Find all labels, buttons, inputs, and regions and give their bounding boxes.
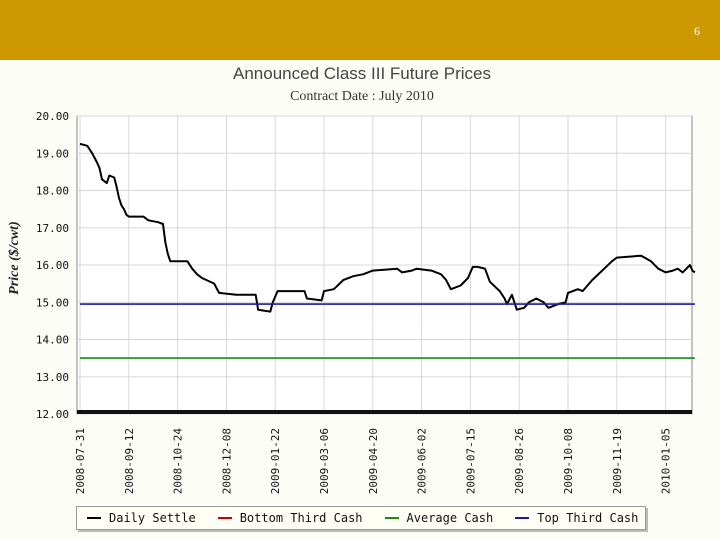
- chart-subtitle: Contract Date : July 2010: [290, 89, 434, 104]
- y-axis-label: Price ($/cwt): [7, 221, 22, 294]
- legend-label: Bottom Third Cash: [239, 511, 363, 525]
- x-axis-baseline: [77, 410, 692, 414]
- x-tick-label: 2009-07-15: [464, 428, 477, 494]
- title-bar: 6: [0, 0, 720, 60]
- y-tick-label: 14.00: [36, 334, 69, 347]
- x-tick-label: 2009-10-08: [562, 428, 575, 494]
- y-tick-label: 13.00: [36, 371, 69, 384]
- legend-item: Bottom Third Cash: [217, 511, 363, 525]
- legend-item: Daily Settle: [87, 511, 196, 525]
- x-tick-label: 2010-01-05: [660, 428, 673, 494]
- x-tick-label: 2009-11-19: [611, 428, 624, 494]
- x-tick-label: 2009-08-26: [513, 428, 526, 494]
- chart-legend: Daily Settle Bottom Third Cash Average Cas…: [76, 506, 646, 530]
- x-tick-label: 2008-10-24: [172, 428, 185, 495]
- legend-label: Daily Settle: [109, 511, 196, 525]
- y-tick-label: 15.00: [36, 296, 69, 309]
- legend-swatch: [217, 517, 232, 519]
- slide-number: 6: [694, 24, 700, 38]
- legend-label: Top Third Cash: [537, 511, 639, 525]
- x-tick-label: 2009-03-06: [318, 428, 331, 494]
- legend-label: Average Cash: [406, 511, 494, 525]
- x-tick-label: 2009-04-20: [367, 428, 380, 494]
- x-tick-label: 2008-07-31: [74, 428, 87, 494]
- legend-swatch: [87, 517, 101, 519]
- x-tick-label: 2009-01-22: [269, 428, 282, 494]
- chart-title: Announced Class III Future Prices: [233, 64, 491, 83]
- legend-item: Average Cash: [384, 511, 494, 525]
- x-tick-label: 2008-09-12: [123, 428, 136, 494]
- y-tick-label: 20.00: [36, 110, 69, 123]
- legend-swatch: [515, 517, 530, 519]
- y-tick-label: 17.00: [36, 222, 69, 235]
- y-tick-label: 12.00: [36, 408, 69, 421]
- x-tick-label: 2008-12-08: [220, 428, 233, 494]
- y-tick-label: 19.00: [36, 147, 69, 160]
- y-tick-label: 16.00: [36, 259, 69, 272]
- x-tick-label: 2009-06-02: [416, 428, 429, 494]
- legend-swatch: [384, 517, 399, 519]
- y-tick-label: 18.00: [36, 185, 69, 198]
- series-line-daily-settle: [79, 142, 696, 313]
- legend-item: Top Third Cash: [515, 511, 638, 525]
